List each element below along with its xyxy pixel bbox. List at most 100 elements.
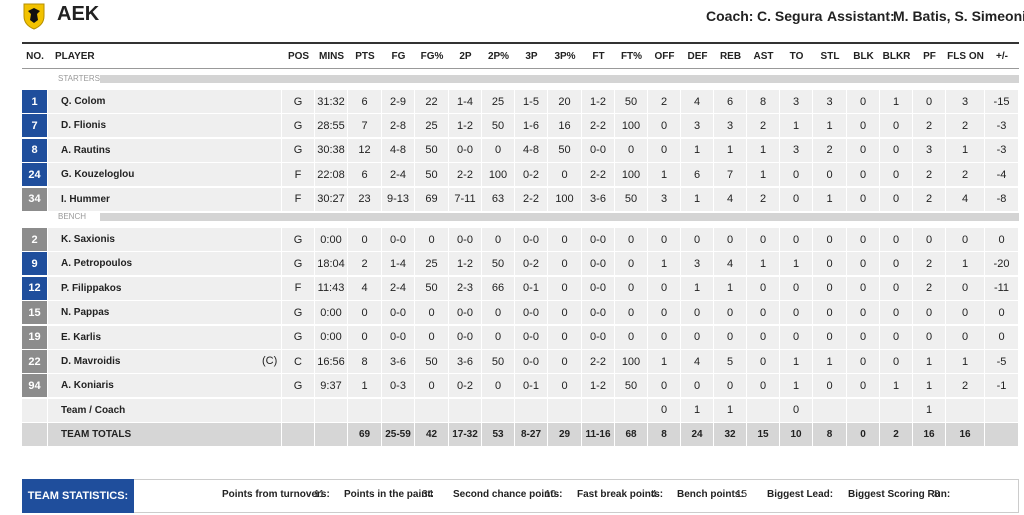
- table-cell: P. Filippakos: [48, 276, 281, 300]
- table-cell: 0: [714, 228, 746, 251]
- table-cell: 1-4: [382, 252, 414, 276]
- table-cell: 4: [681, 90, 713, 113]
- table-cell: 29: [548, 423, 581, 447]
- table-cell: 66: [482, 276, 514, 300]
- table-cell: 0: [880, 276, 912, 300]
- column-header: BLK: [853, 50, 874, 62]
- table-cell: A. Rautins: [48, 138, 281, 162]
- table-cell: 0: [415, 325, 448, 349]
- team-stat-value: 15: [736, 489, 748, 500]
- table-cell: [315, 423, 347, 447]
- table-cell: 19: [22, 325, 47, 349]
- column-header: FLS ON: [947, 50, 984, 62]
- table-cell: 2-8: [382, 114, 414, 138]
- team-stat-label: Points in the paint:: [344, 489, 434, 500]
- table-cell: [515, 398, 547, 422]
- table-cell: 100: [615, 350, 647, 373]
- table-cell: 0: [747, 350, 779, 373]
- table-cell: 0: [615, 301, 647, 325]
- table-cell: A. Petropoulos: [48, 252, 281, 276]
- table-cell: 2: [946, 374, 984, 398]
- table-cell: 0: [482, 325, 514, 349]
- table-cell: 3-6: [582, 187, 614, 211]
- table-cell: 50: [415, 350, 448, 373]
- table-cell: 2-2: [582, 114, 614, 138]
- table-cell: 1: [946, 252, 984, 276]
- table-cell: 1: [747, 163, 779, 187]
- table-cell: 0: [747, 301, 779, 325]
- table-cell: 0: [913, 90, 945, 113]
- table-cell: 53: [482, 423, 514, 447]
- table-cell: 0-0: [515, 301, 547, 325]
- table-cell: 1: [813, 114, 846, 138]
- table-cell: G. Kouzeloglou: [48, 163, 281, 187]
- team-stat-label: Biggest Lead:: [767, 489, 834, 500]
- table-cell: 0: [813, 374, 846, 398]
- table-cell: 1-2: [449, 114, 481, 138]
- table-cell: 1: [780, 350, 812, 373]
- table-cell: 50: [482, 350, 514, 373]
- table-cell: 2: [648, 90, 680, 113]
- table-cell: 0: [348, 301, 381, 325]
- table-cell: 6: [348, 163, 381, 187]
- table-cell: [22, 398, 47, 422]
- table-cell: 7-11: [449, 187, 481, 211]
- column-header: 3P: [525, 50, 538, 62]
- column-header: MINS: [319, 50, 344, 62]
- table-cell: 0: [780, 276, 812, 300]
- table-cell: -4: [985, 163, 1018, 187]
- table-cell: 0: [880, 138, 912, 162]
- table-cell: 3-6: [382, 350, 414, 373]
- section-bar: [100, 213, 1019, 221]
- table-cell: 0: [946, 276, 984, 300]
- table-cell: 34: [22, 187, 47, 211]
- table-cell: 25: [482, 90, 514, 113]
- table-cell: 0: [548, 228, 581, 251]
- team-stat-label: Bench points:: [677, 489, 744, 500]
- column-header: FG: [391, 50, 406, 62]
- table-cell: 0: [880, 325, 912, 349]
- table-cell: 3: [681, 114, 713, 138]
- team-stat-value: 34: [422, 489, 434, 500]
- table-cell: 0: [415, 301, 448, 325]
- table-cell: [880, 398, 912, 422]
- table-cell: 6: [681, 163, 713, 187]
- table-cell: 100: [548, 187, 581, 211]
- table-cell: 4-8: [382, 138, 414, 162]
- team-stat-value: 8: [934, 489, 940, 500]
- table-cell: 31:32: [315, 90, 347, 113]
- table-cell: G: [282, 252, 314, 276]
- table-cell: 0-0: [582, 138, 614, 162]
- table-cell: 0: [813, 252, 846, 276]
- table-cell: 0: [747, 276, 779, 300]
- table-cell: 0: [847, 138, 879, 162]
- table-cell: 69: [415, 187, 448, 211]
- table-cell: 0: [714, 325, 746, 349]
- table-cell: F: [282, 276, 314, 300]
- table-cell: 0: [847, 423, 879, 447]
- table-cell: [847, 398, 879, 422]
- table-cell: 0: [415, 228, 448, 251]
- table-cell: 0-0: [382, 228, 414, 251]
- table-cell: 0: [847, 301, 879, 325]
- table-cell: [813, 398, 846, 422]
- team-stat-label: Biggest Scoring Run:: [848, 489, 951, 500]
- column-header: 2P: [459, 50, 472, 62]
- table-cell: 2: [913, 187, 945, 211]
- table-cell: 24: [22, 163, 47, 187]
- table-cell: Q. Colom: [48, 90, 281, 113]
- table-cell: 2: [946, 114, 984, 138]
- table-cell: 0: [780, 228, 812, 251]
- table-cell: C: [282, 350, 314, 373]
- table-cell: 0: [780, 398, 812, 422]
- table-cell: 0: [482, 301, 514, 325]
- table-cell: 1: [913, 398, 945, 422]
- table-cell: 8: [747, 90, 779, 113]
- table-cell: 2-4: [382, 163, 414, 187]
- table-cell: 2-2: [582, 350, 614, 373]
- table-cell: 0: [714, 374, 746, 398]
- table-cell: 2: [913, 252, 945, 276]
- table-cell: 0: [681, 228, 713, 251]
- table-cell: 0: [648, 398, 680, 422]
- table-cell: 0: [813, 325, 846, 349]
